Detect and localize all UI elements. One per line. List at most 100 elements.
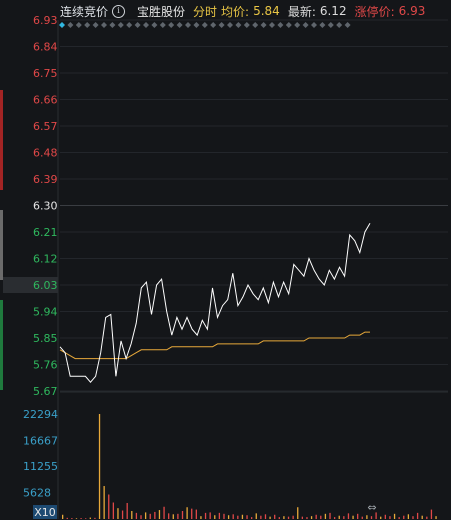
price-axis: 6.93 6.84 6.75 6.66 6.57 6.48 6.39 6.30 6.21 6.12… [33,14,58,398]
volume-bar [214,515,216,519]
price-tick-label: 6.30 [33,200,58,213]
volume-tick-label: 11255 [23,460,58,473]
auction-marker [336,22,343,28]
chart-mode-label[interactable]: 分时 [193,4,218,19]
volume-bar [329,512,331,519]
volume-bar [384,514,386,519]
volume-bar [352,515,354,519]
price-tick-label: 5.94 [33,306,58,319]
auction-marker [67,22,74,28]
volume-bar [324,513,327,519]
auction-marker [210,22,217,28]
volume-bar [200,516,202,519]
volume-bar [75,518,78,519]
auction-marker [151,22,158,28]
volume-tick-label: 22294 [23,408,58,421]
auction-marker [235,22,242,28]
auction-marker [109,22,116,28]
auction-marker [319,22,326,28]
volume-bar [320,515,322,519]
volume-bar [62,514,64,519]
volume-bar [168,513,170,519]
volume-bar [131,510,133,519]
volume-bar [232,514,234,519]
price-tick-label: 6.21 [33,226,58,239]
volume-bar [195,509,197,519]
volume-bar [251,517,253,519]
auction-marker [285,22,292,28]
info-icon[interactable]: i [112,4,126,18]
price-tick-label: 5.76 [33,359,58,372]
volume-bar [416,512,419,519]
volume-bar [366,515,368,519]
volume-bar [89,517,91,519]
volume-bar [338,515,340,519]
auction-marker [134,22,141,28]
volume-bar [218,512,221,519]
auction-marker [59,22,65,28]
volume-bar [357,513,359,519]
price-tick-label: 6.48 [33,147,58,160]
limit-up-value: 6.93 [398,4,426,18]
auction-marker [227,22,233,28]
volume-bar [380,516,382,519]
volume-axis: 22294 16667 11255 5628 [23,408,58,499]
avg-price-label: 均价: [221,4,250,19]
volume-bar [283,516,285,519]
volume-bar [393,513,396,519]
volume-bar [223,513,225,519]
volume-bar [435,516,437,519]
price-tick-label: 6.84 [33,41,58,54]
auction-marker [269,22,275,28]
price-tick-label: 6.03 [33,279,58,292]
price-tick-label: 6.57 [33,120,58,133]
auction-marker [344,22,351,28]
volume-bar [375,512,377,519]
volume-bar [412,516,414,519]
volume-bar [191,508,193,519]
volume-bar [292,515,294,519]
auction-marker [143,22,149,28]
volume-bar [306,517,308,519]
auction-marker [252,22,259,28]
volume-bar [154,511,156,519]
volume-bar [407,514,410,519]
volume-bar [297,507,299,519]
price-tick-label: 6.93 [33,14,58,27]
volume-bar [204,512,207,519]
volume-bar [310,516,313,519]
auction-marker [126,22,133,28]
volume-bar [370,516,373,519]
session-title[interactable]: 连续竞价 [60,4,109,19]
price-tick-label: 6.39 [33,173,58,186]
volume-bar [246,515,248,519]
auction-marker [218,22,225,28]
auction-marker [201,22,208,28]
volume-tick-label: 5628 [23,486,51,499]
avg-series-line [59,331,370,360]
auction-marker [311,22,317,28]
auction-marker [75,22,82,28]
auction-marker [84,22,91,28]
volume-bar [94,517,96,519]
volume-bar [255,513,257,519]
volume-bar [71,518,73,519]
volume-bar [186,507,188,519]
volume-bar [347,513,350,519]
volume-bar [112,502,115,519]
avg-price-value: 5.84 [253,4,280,18]
double-arrow-icon[interactable]: ⇔ [367,500,377,514]
volume-unit-button[interactable]: X10 [33,505,57,519]
grid-layer [3,19,448,519]
auction-marker [277,22,284,28]
volume-bar [278,517,280,519]
chart-header: 连续竞价 i 宝胜股份 分时 均价: 5.84 最新: 6.12 涨停价: 6.… [0,0,451,22]
volume-bar [108,494,110,519]
volume-bar [260,515,262,519]
auction-marker [159,22,166,28]
volume-bar [343,516,345,519]
auction-marker [176,22,183,28]
volume-bar [398,517,400,519]
auction-marker [294,22,301,28]
